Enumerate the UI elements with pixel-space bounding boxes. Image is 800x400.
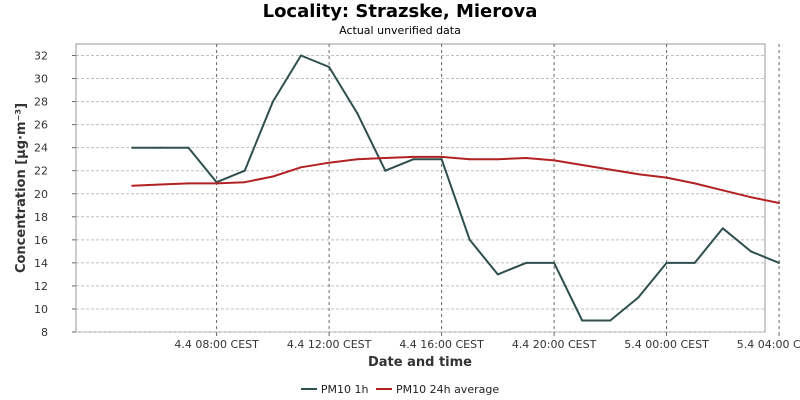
data-point: [356, 158, 359, 161]
data-point: [468, 158, 471, 161]
y-tick-label: 26: [34, 119, 48, 132]
y-tick-label: 10: [34, 303, 48, 316]
data-point: [243, 181, 246, 184]
data-point: [553, 159, 556, 162]
plot-area: [75, 43, 766, 333]
y-tick-label: 28: [34, 96, 48, 109]
x-axis-ticks: 4.4 08:00 CEST 4.4 12:00 CEST 4.4 16:00 CE…: [174, 332, 800, 351]
data-point: [328, 161, 331, 164]
data-point: [693, 182, 696, 185]
y-tick-label: 24: [34, 142, 48, 155]
legend-label: PM10 1h: [320, 382, 369, 396]
data-point: [187, 182, 190, 185]
data-point: [721, 227, 724, 230]
data-point: [271, 100, 274, 103]
x-tick-label: 4.4 08:00 CEST: [174, 338, 259, 351]
y-tick-label: 18: [34, 211, 48, 224]
data-point: [693, 261, 696, 264]
y-tick-label: 14: [34, 257, 48, 270]
chart-subtitle: Actual unverified data: [339, 24, 461, 37]
y-tick-label: 20: [34, 188, 48, 201]
data-point: [749, 250, 752, 253]
data-point: [131, 146, 134, 149]
data-point: [609, 319, 612, 322]
x-tick-label: 5.4 04:00 CEST: [737, 338, 800, 351]
data-point: [581, 319, 584, 322]
data-point: [299, 166, 302, 169]
data-point: [553, 261, 556, 264]
legend-label: PM10 24h average: [395, 382, 500, 396]
y-tick-label: 12: [34, 280, 48, 293]
data-point: [243, 169, 246, 172]
data-point: [412, 155, 415, 158]
data-point: [637, 173, 640, 176]
data-point: [468, 238, 471, 241]
data-point: [328, 66, 331, 69]
data-point: [131, 184, 134, 187]
y-tick-label: 8: [41, 326, 48, 339]
series-line-0: [132, 54, 780, 322]
data-point: [665, 261, 668, 264]
data-point: [271, 175, 274, 178]
chart-legend: PM10 1h PM10 24h average: [0, 380, 800, 396]
data-point: [637, 296, 640, 299]
legend-swatch: [375, 388, 392, 390]
y-tick-label: 32: [34, 50, 48, 63]
data-point: [524, 157, 527, 160]
y-axis-ticks: 8 10 12 14 16 18 20 22 24 26 28 30 32: [34, 50, 76, 339]
y-tick-label: 22: [34, 165, 48, 178]
x-tick-label: 4.4 20:00 CEST: [512, 338, 597, 351]
data-point: [721, 189, 724, 192]
data-point: [356, 112, 359, 115]
data-point: [187, 146, 190, 149]
y-tick-label: 30: [34, 73, 48, 86]
data-point: [384, 157, 387, 160]
data-point: [412, 158, 415, 161]
data-point: [496, 158, 499, 161]
data-point: [299, 54, 302, 57]
data-point: [215, 182, 218, 185]
data-point: [749, 196, 752, 199]
data-point: [440, 155, 443, 158]
x-tick-label: 4.4 12:00 CEST: [287, 338, 372, 351]
x-tick-label: 4.4 16:00 CEST: [399, 338, 484, 351]
data-point: [665, 176, 668, 179]
data-point: [384, 169, 387, 172]
data-point: [159, 183, 162, 186]
data-point: [524, 261, 527, 264]
legend-item-pm10-1h: PM10 1h: [300, 382, 369, 396]
data-point: [496, 273, 499, 276]
y-axis-label: Concentration [µg·m⁻³]: [14, 103, 29, 273]
data-point: [159, 146, 162, 149]
vertical-gridlines: [216, 44, 780, 332]
legend-item-pm10-24h: PM10 24h average: [375, 382, 500, 396]
legend-swatch: [300, 388, 317, 390]
data-point: [609, 168, 612, 171]
chart-title: Locality: Strazske, Mierova: [262, 1, 538, 22]
data-point: [581, 163, 584, 166]
series-line-1: [132, 155, 780, 204]
data-point: [440, 158, 443, 161]
series-lines: [131, 54, 781, 322]
x-axis-label: Date and time: [368, 355, 472, 370]
x-tick-label: 5.4 00:00 CEST: [624, 338, 709, 351]
y-tick-label: 16: [34, 234, 48, 247]
data-point: [778, 261, 781, 264]
data-point: [778, 201, 781, 204]
